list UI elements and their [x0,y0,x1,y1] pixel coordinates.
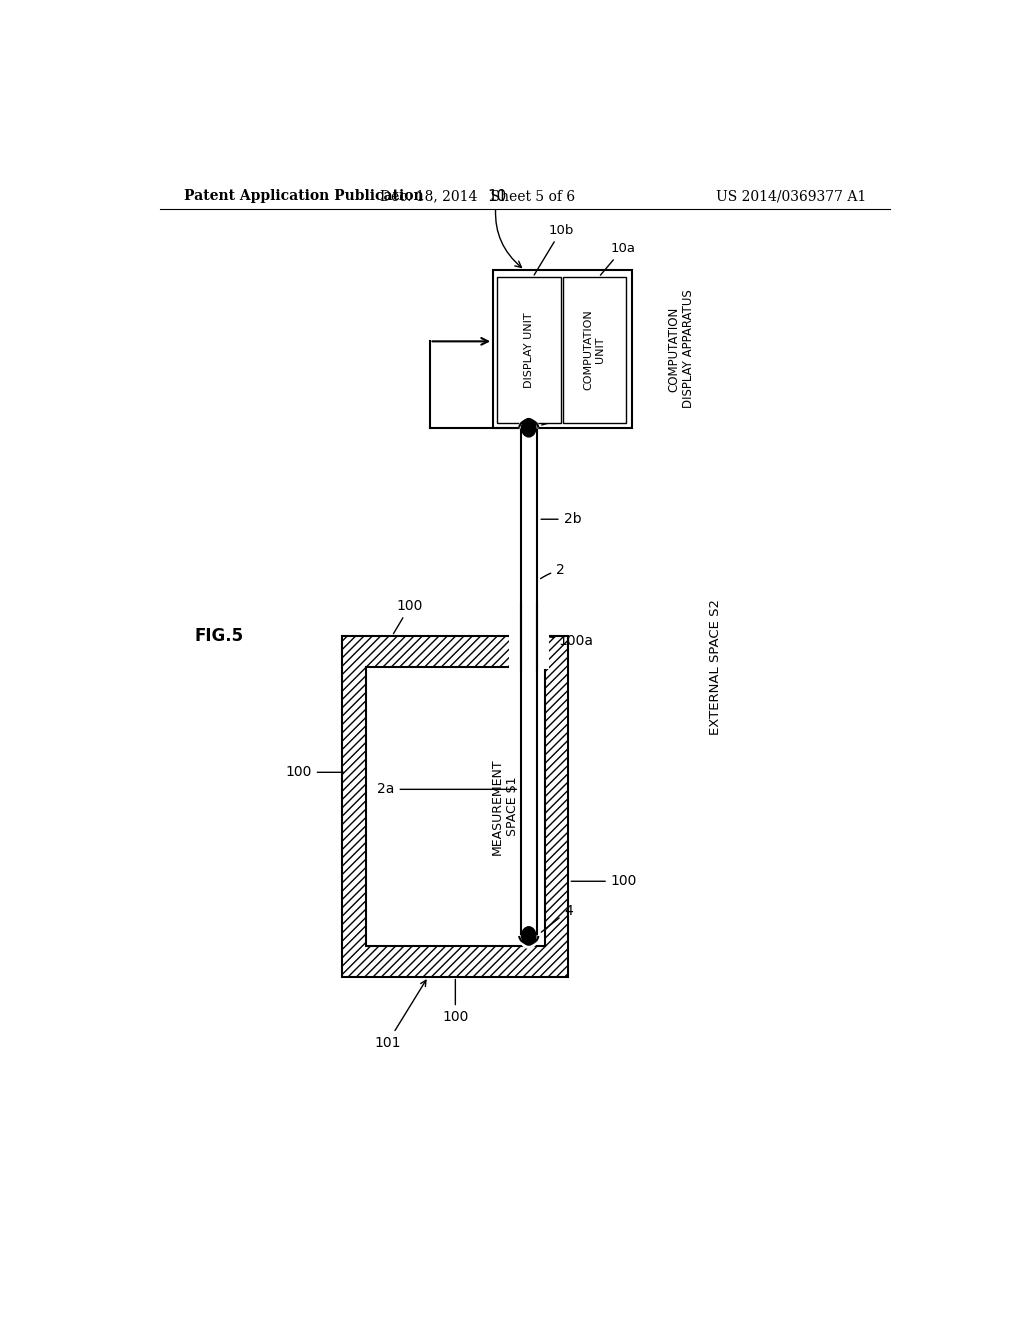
Text: 6: 6 [542,411,572,425]
Text: COMPUTATION
DISPLAY APPARATUS: COMPUTATION DISPLAY APPARATUS [668,289,695,408]
Bar [367,667,545,946]
Text: DISPLAY UNIT: DISPLAY UNIT [523,312,534,388]
Bar [367,667,545,946]
Text: 100: 100 [571,874,637,888]
Bar [509,634,549,669]
Text: 100: 100 [442,979,469,1024]
Text: 2b: 2b [541,512,582,527]
Text: 4: 4 [542,903,572,932]
Text: 100: 100 [393,598,423,634]
Text: 10b: 10b [535,223,574,275]
Wedge shape [519,936,539,948]
Text: MEASUREMENT
SPACE S1: MEASUREMENT SPACE S1 [492,758,519,854]
Bar [563,277,627,422]
Text: 10a: 10a [600,242,636,275]
Text: 100: 100 [286,766,343,779]
Text: COMPUTATION
UNIT: COMPUTATION UNIT [584,310,605,391]
Bar [497,277,560,422]
Bar [494,271,632,428]
Wedge shape [519,416,539,428]
Circle shape [521,418,536,437]
Text: US 2014/0369377 A1: US 2014/0369377 A1 [716,189,866,203]
Text: 100a: 100a [541,634,594,648]
Text: 2: 2 [541,564,565,578]
Bar [342,636,568,977]
Text: Dec. 18, 2014   Sheet 5 of 6: Dec. 18, 2014 Sheet 5 of 6 [380,189,574,203]
Text: 2a: 2a [377,783,516,796]
Circle shape [521,927,536,945]
Text: EXTERNAL SPACE S2: EXTERNAL SPACE S2 [709,598,722,735]
Text: FIG.5: FIG.5 [195,627,244,645]
Text: Patent Application Publication: Patent Application Publication [183,189,423,203]
Text: 10: 10 [487,189,521,268]
Text: 101: 101 [374,981,426,1049]
